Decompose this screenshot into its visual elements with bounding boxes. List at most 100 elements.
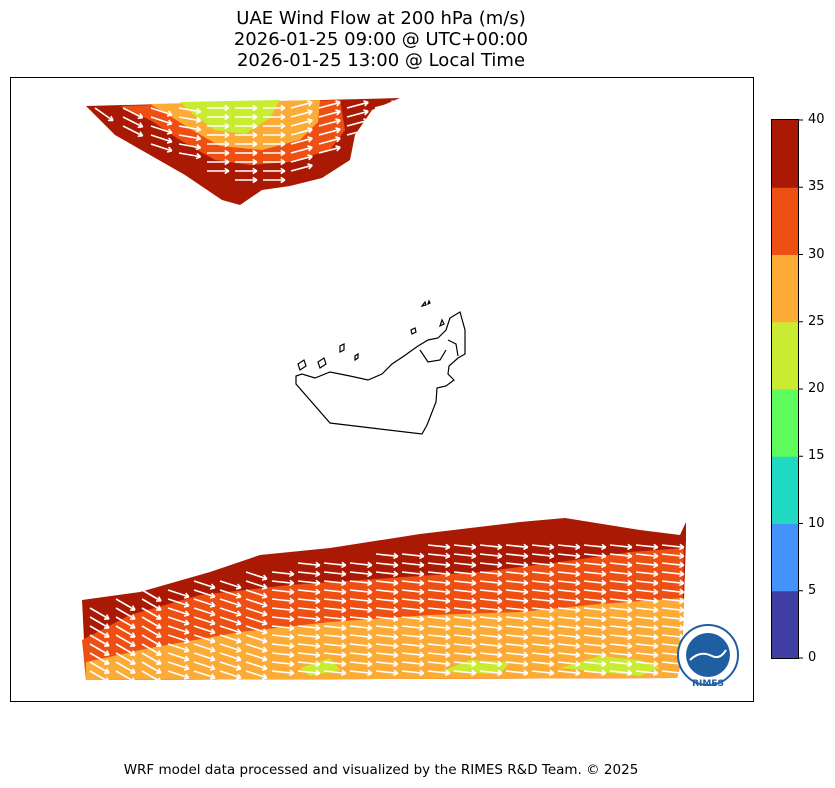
wind-arrow — [557, 651, 581, 659]
wind-arrow — [245, 661, 268, 671]
wind-arrow — [193, 652, 216, 662]
wind-arrow — [89, 634, 110, 647]
wind-arrow — [505, 588, 529, 596]
wind-arrow — [263, 122, 286, 130]
wind-arrow — [609, 633, 633, 641]
wind-arrow — [271, 660, 295, 668]
wind-arrow — [346, 100, 369, 109]
wind-arrow — [89, 670, 110, 683]
wind-arrow — [557, 570, 581, 578]
wind-arrow — [453, 552, 477, 560]
wind-arrow — [374, 100, 397, 109]
wind-arrow — [318, 109, 341, 118]
wind-arrow — [479, 669, 503, 677]
wind-arrow — [661, 597, 685, 605]
wind-arrow — [207, 140, 230, 148]
wind-arrow — [453, 543, 477, 551]
wind-arrow — [245, 589, 268, 599]
wind-arrow — [427, 642, 451, 650]
wind-arrow — [263, 131, 286, 139]
wind-arrow — [150, 107, 173, 117]
wind-arrow — [661, 588, 685, 596]
wind-arrow — [401, 570, 425, 578]
wind-arrow — [635, 651, 659, 659]
wind-arrow — [349, 588, 373, 596]
wind-arrow — [505, 552, 529, 560]
wind-arrow — [271, 570, 295, 578]
wind-arrow — [635, 552, 659, 560]
wind-arrow — [323, 651, 347, 659]
wind-arrow — [219, 652, 242, 662]
wind-arrow — [557, 588, 581, 596]
wind-arrow — [89, 607, 110, 620]
wind-arrow — [375, 642, 399, 650]
wind-arrow — [635, 642, 659, 650]
wind-arrow — [297, 651, 321, 659]
wind-arrow — [505, 597, 529, 605]
wind-arrow — [167, 661, 190, 671]
wind-arrow — [219, 589, 242, 599]
wind-arrow — [479, 606, 503, 614]
wind-arrow — [609, 561, 633, 569]
wind-arrow — [245, 634, 268, 644]
wind-arrow — [609, 615, 633, 623]
wind-arrow — [178, 134, 202, 142]
wind-arrow — [235, 131, 258, 139]
wind-arrow — [375, 615, 399, 623]
wind-arrow — [401, 669, 425, 677]
wind-arrow — [141, 616, 162, 629]
title-line-1: UAE Wind Flow at 200 hPa (m/s) — [236, 8, 526, 29]
wind-arrow — [635, 561, 659, 569]
wind-arrow — [531, 633, 555, 641]
wind-arrow — [609, 570, 633, 578]
wind-arrow — [661, 543, 685, 551]
wind-arrow — [263, 149, 286, 157]
wind-arrow — [207, 104, 230, 112]
wind-arrow — [609, 651, 633, 659]
wind-arrow — [318, 145, 341, 154]
wind-arrow — [263, 140, 286, 148]
wind-arrow — [323, 561, 347, 569]
wind-arrow — [141, 634, 162, 647]
wind-arrow — [531, 570, 555, 578]
wind-arrow — [219, 670, 242, 680]
wind-arrow — [290, 127, 313, 136]
colorbar-segment — [772, 456, 798, 524]
wind-arrow — [115, 661, 136, 674]
wind-arrow — [290, 118, 313, 127]
wind-arrow — [193, 607, 216, 617]
colorbar-tick-label: 0 — [808, 650, 817, 665]
wind-arrow — [557, 669, 581, 677]
wind-arrow — [453, 633, 477, 641]
wind-arrow — [323, 570, 347, 578]
wind-arrow — [661, 579, 685, 587]
wind-arrow — [609, 606, 633, 614]
wind-arrow — [297, 570, 321, 578]
wind-arrow — [583, 615, 607, 623]
wind-arrow — [505, 606, 529, 614]
wind-arrow — [609, 624, 633, 632]
wind-arrow — [349, 660, 373, 668]
wind-arrow — [323, 660, 347, 668]
logo-wave — [689, 649, 727, 661]
wind-arrow — [401, 588, 425, 596]
wind-arrow — [609, 588, 633, 596]
wind-arrow — [271, 597, 295, 605]
wind-arrow — [150, 116, 173, 126]
wind-arrow — [323, 615, 347, 623]
wind-arrow — [141, 625, 162, 638]
wind-arrow — [219, 616, 242, 626]
colorbar-tick-label: 30 — [808, 246, 825, 262]
wind-arrow — [297, 579, 321, 587]
wind-arrow — [207, 167, 230, 175]
wind-arrow — [297, 624, 321, 632]
wind-arrow — [635, 615, 659, 623]
wind-arrow — [271, 633, 295, 641]
wind-arrow — [271, 624, 295, 632]
wind-arrow — [557, 642, 581, 650]
wind-arrow — [263, 167, 286, 175]
wind-arrow — [401, 561, 425, 569]
wind-arrow — [323, 597, 347, 605]
wind-arrow — [453, 606, 477, 614]
wind-arrow — [479, 615, 503, 623]
